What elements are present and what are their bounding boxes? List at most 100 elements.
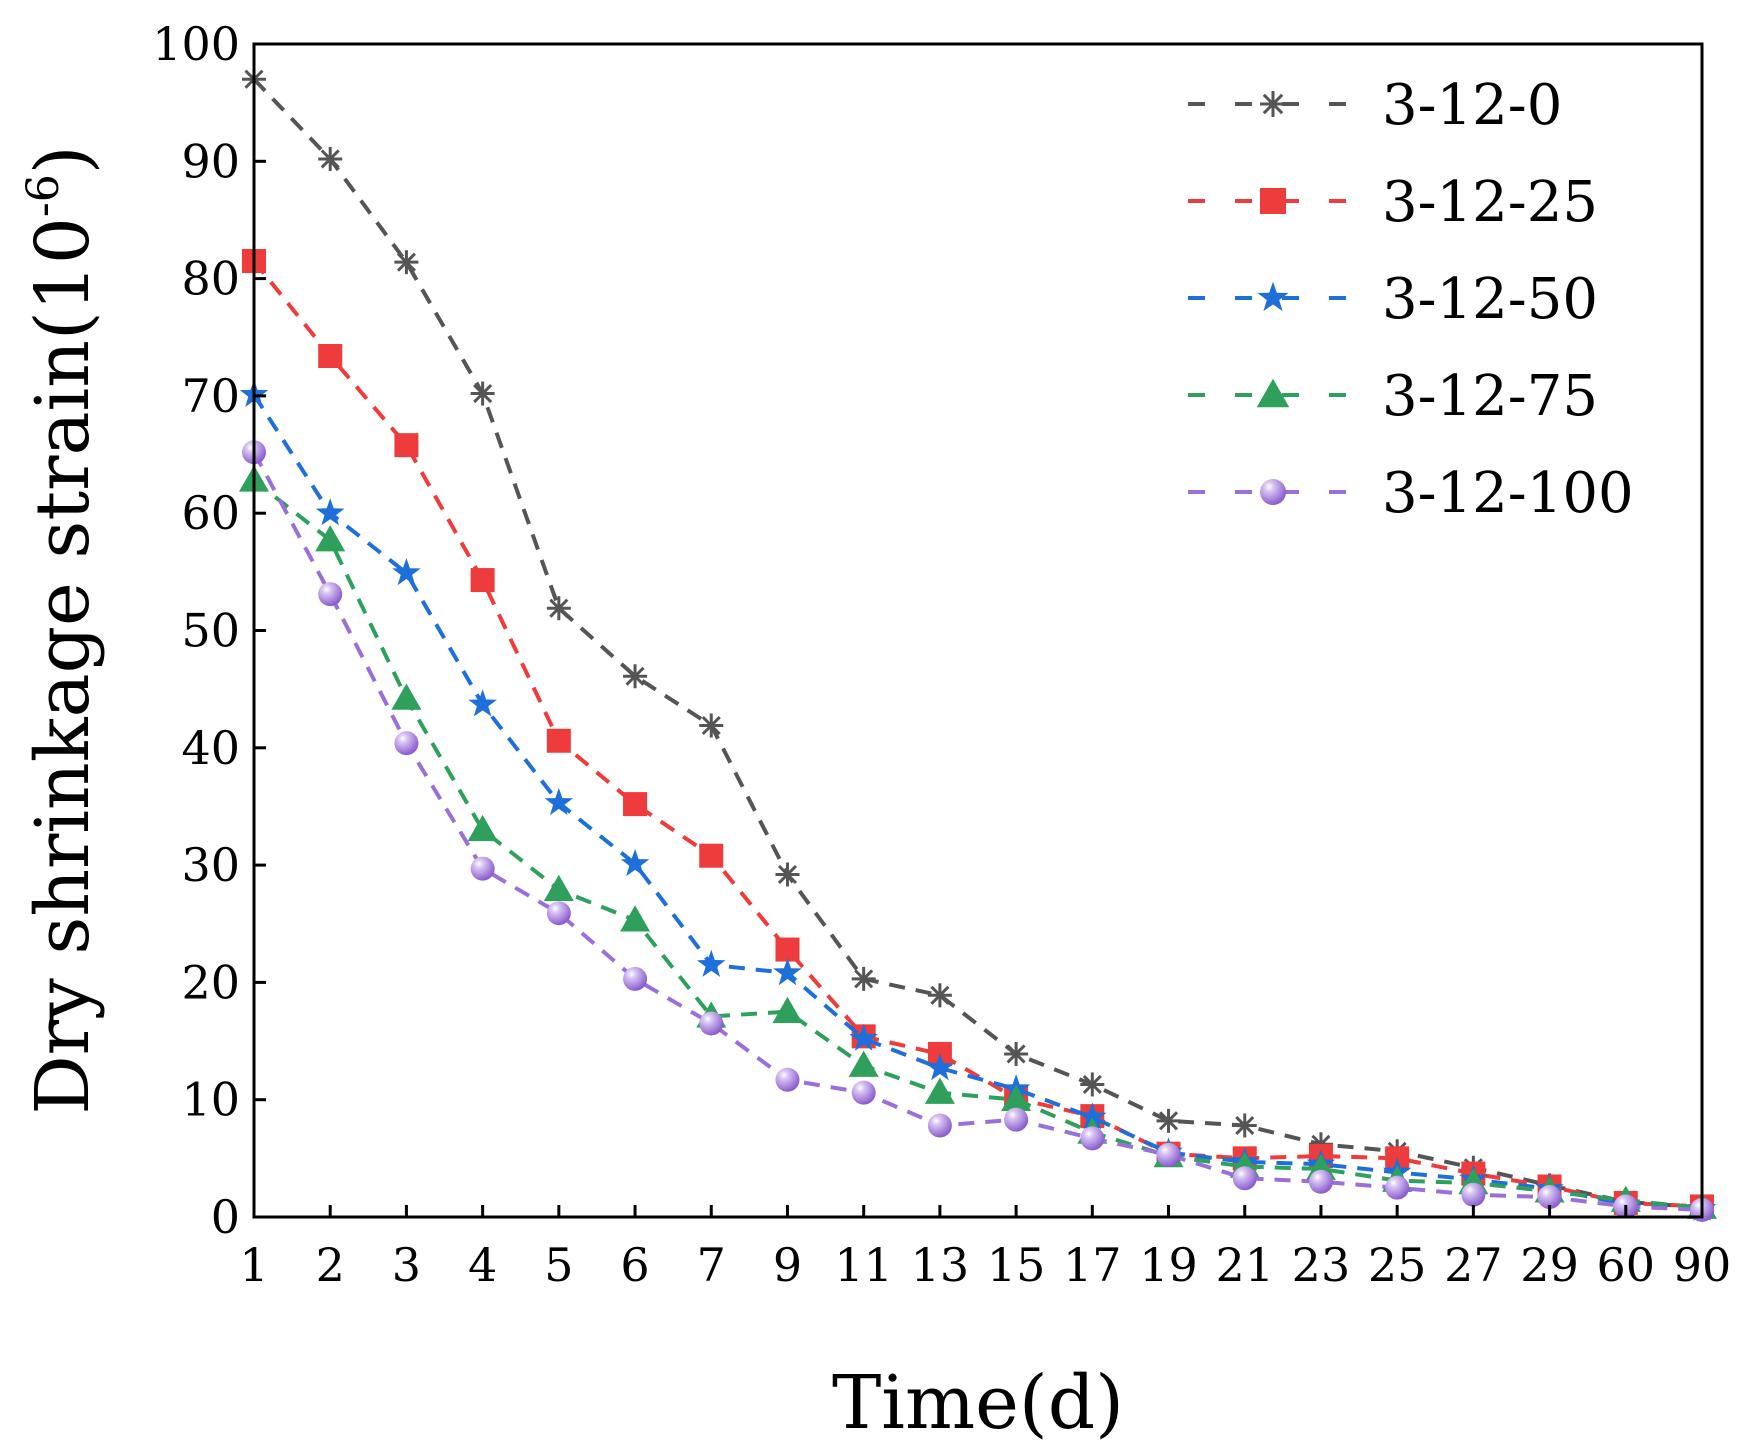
x-tick-label: 11 xyxy=(834,1238,893,1292)
data-point xyxy=(315,525,346,552)
data-point xyxy=(470,568,495,593)
y-tick-label: 30 xyxy=(181,838,240,892)
x-axis-title: Time(d) xyxy=(832,1360,1124,1446)
data-point xyxy=(470,856,495,881)
data-point xyxy=(546,596,571,621)
data-point xyxy=(544,787,574,816)
y-tick-label: 40 xyxy=(181,721,240,775)
data-point-stroke xyxy=(930,985,950,1005)
x-tick-label: 15 xyxy=(987,1238,1046,1292)
data-point xyxy=(623,664,648,689)
data-point xyxy=(1080,1072,1105,1097)
y-tick-label: 100 xyxy=(152,17,240,71)
data-point xyxy=(775,937,800,962)
data-point xyxy=(467,814,498,842)
y-axis-title-superscript: -6 xyxy=(18,174,69,217)
x-tick-label: 1 xyxy=(239,1238,268,1292)
data-point xyxy=(394,250,419,275)
y-axis-title-close: ) xyxy=(20,145,106,174)
data-point xyxy=(546,901,571,926)
x-tick-label: 27 xyxy=(1444,1238,1503,1292)
y-axis-title-main: Dry shrinkage strain(10 xyxy=(20,217,106,1115)
series-line xyxy=(252,259,1703,1209)
data-point xyxy=(775,862,800,887)
legend-label: 3-12-100 xyxy=(1382,461,1634,526)
legend: 3-12-0 3-12-25 3-12-50 3-12-75 3-12-100 xyxy=(1188,73,1634,526)
data-point xyxy=(1156,1108,1181,1133)
data-point xyxy=(699,1011,724,1036)
y-tick-label: 50 xyxy=(181,604,240,658)
data-point-stroke xyxy=(320,149,340,169)
data-point-stroke xyxy=(1082,1074,1102,1094)
data-point xyxy=(1156,1142,1181,1167)
legend-marker-stroke xyxy=(1262,93,1284,115)
series-3-12-100 xyxy=(242,440,1714,1222)
series-3-12-0 xyxy=(242,67,1714,1220)
data-point-stroke xyxy=(1158,1111,1179,1131)
data-point xyxy=(392,558,421,586)
y-tick-label: 90 xyxy=(181,134,240,188)
data-point xyxy=(699,843,724,868)
data-point xyxy=(394,731,419,756)
legend-marker xyxy=(1260,91,1286,117)
x-tick-label: 3 xyxy=(392,1238,421,1292)
series-line xyxy=(252,451,1703,1212)
x-tick-label: 6 xyxy=(620,1238,649,1292)
data-point xyxy=(697,949,726,977)
data-point xyxy=(623,966,648,991)
legend-label: 3-12-50 xyxy=(1382,267,1598,332)
data-point xyxy=(318,146,343,171)
data-point-stroke xyxy=(777,864,798,885)
data-point xyxy=(468,689,497,717)
series-line xyxy=(252,393,1703,1211)
y-tick-label: 60 xyxy=(181,486,240,540)
data-point-stroke xyxy=(625,666,645,686)
data-point xyxy=(391,683,422,710)
data-point xyxy=(699,713,724,738)
data-point xyxy=(851,1080,876,1105)
legend-marker xyxy=(1260,188,1286,214)
data-point xyxy=(927,1113,952,1138)
data-point xyxy=(1308,1169,1333,1194)
x-tick-label: 25 xyxy=(1368,1238,1427,1292)
x-tick-label: 7 xyxy=(697,1238,726,1292)
series-layer xyxy=(239,67,1717,1222)
series-3-12-75 xyxy=(239,465,1717,1219)
data-point xyxy=(470,381,495,406)
data-point xyxy=(318,582,343,607)
data-point xyxy=(1385,1175,1410,1200)
legend-entry: 3-12-50 xyxy=(1188,267,1598,332)
x-tick-label: 90 xyxy=(1673,1238,1732,1292)
series-line xyxy=(252,77,1703,1210)
y-tick-label: 70 xyxy=(181,369,240,423)
legend-label: 3-12-25 xyxy=(1382,170,1598,235)
data-point xyxy=(924,1077,955,1104)
x-tick-label: 9 xyxy=(773,1238,802,1292)
data-point xyxy=(623,792,648,817)
y-tick-label: 20 xyxy=(181,955,240,1009)
data-point xyxy=(546,728,571,753)
data-point xyxy=(394,433,419,458)
data-point xyxy=(1080,1126,1105,1151)
data-point xyxy=(851,966,876,991)
data-point xyxy=(1232,1166,1257,1191)
x-tick-label: 2 xyxy=(316,1238,345,1292)
data-point xyxy=(848,1050,879,1077)
legend-marker xyxy=(1257,281,1289,312)
data-point xyxy=(773,958,802,986)
x-tick-label: 29 xyxy=(1520,1238,1579,1292)
data-point xyxy=(1461,1182,1486,1207)
data-point xyxy=(1232,1113,1257,1138)
data-point-stroke xyxy=(1006,1044,1026,1064)
x-tick-label: 17 xyxy=(1063,1238,1122,1292)
data-point xyxy=(849,1023,878,1051)
data-point xyxy=(1004,1107,1029,1132)
data-point-stroke xyxy=(396,252,416,272)
data-point-stroke xyxy=(701,715,721,736)
x-tick-label: 13 xyxy=(911,1238,970,1292)
data-point xyxy=(925,1053,955,1081)
legend-entry: 3-12-25 xyxy=(1188,170,1598,235)
data-point-stroke xyxy=(1235,1115,1255,1136)
data-point xyxy=(1004,1041,1029,1066)
